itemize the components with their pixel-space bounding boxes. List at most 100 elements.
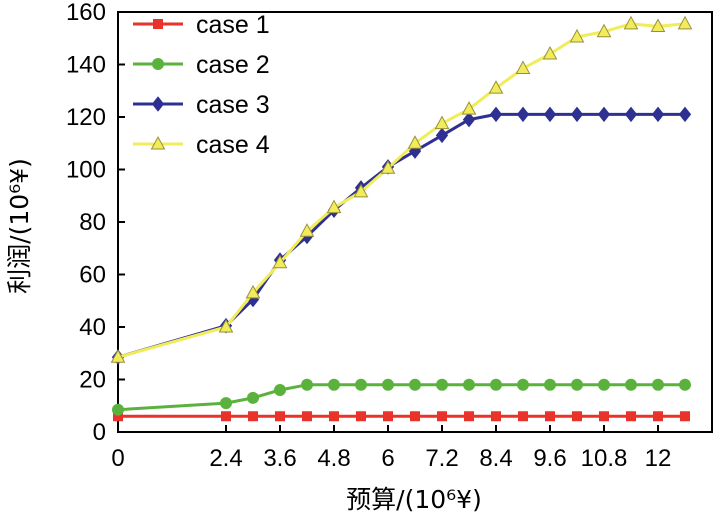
x-tick-label: 6 bbox=[381, 445, 394, 472]
x-tick-label: 8.4 bbox=[479, 445, 512, 472]
legend-item-case-3: case 3 bbox=[133, 91, 270, 119]
data-point-case-3 bbox=[516, 106, 530, 123]
legend-marker bbox=[151, 96, 165, 112]
x-tick-label: 0 bbox=[111, 445, 124, 472]
y-tick-label: 80 bbox=[79, 209, 106, 236]
y-tick-label: 40 bbox=[79, 314, 106, 341]
data-point-case-4 bbox=[677, 15, 693, 30]
data-point-case-4 bbox=[650, 18, 666, 32]
data-point-case-1 bbox=[599, 411, 609, 422]
data-point-case-4 bbox=[515, 60, 531, 74]
data-point-case-1 bbox=[680, 411, 690, 422]
data-point-case-3 bbox=[462, 111, 476, 128]
data-point-case-4 bbox=[596, 23, 612, 38]
data-point-case-2 bbox=[382, 378, 394, 391]
legend-marker bbox=[150, 135, 166, 150]
data-point-case-2 bbox=[679, 378, 691, 391]
x-tick-label: 9.6 bbox=[533, 445, 566, 472]
data-point-case-2 bbox=[517, 378, 529, 391]
data-point-case-2 bbox=[409, 378, 421, 391]
data-point-case-1 bbox=[572, 411, 582, 422]
x-tick-label: 3.6 bbox=[263, 445, 296, 472]
data-point-case-1 bbox=[464, 411, 474, 422]
y-tick-label: 20 bbox=[79, 367, 106, 394]
legend-label: case 1 bbox=[196, 11, 270, 39]
data-point-case-1 bbox=[518, 411, 528, 422]
y-tick-label: 160 bbox=[66, 0, 106, 26]
data-point-case-1 bbox=[248, 411, 258, 422]
data-point-case-4 bbox=[488, 80, 504, 94]
data-point-case-2 bbox=[436, 378, 448, 391]
data-point-case-4 bbox=[461, 101, 477, 115]
data-point-case-4 bbox=[110, 349, 126, 363]
x-tick-label: 2.4 bbox=[209, 445, 242, 472]
data-point-case-2 bbox=[490, 378, 502, 391]
data-point-case-1 bbox=[626, 411, 636, 422]
data-point-case-3 bbox=[435, 127, 449, 144]
legend-item-case-1: case 1 bbox=[133, 11, 270, 39]
data-point-case-1 bbox=[329, 411, 339, 422]
data-point-case-2 bbox=[463, 378, 475, 391]
data-point-case-2 bbox=[652, 378, 664, 391]
data-point-case-1 bbox=[383, 411, 393, 422]
data-point-case-4 bbox=[353, 183, 369, 198]
data-point-case-2 bbox=[328, 378, 340, 391]
data-point-case-1 bbox=[275, 411, 285, 422]
x-tick-label: 4.8 bbox=[317, 445, 350, 472]
data-point-case-4 bbox=[272, 254, 288, 269]
data-point-case-1 bbox=[356, 411, 366, 422]
data-point-case-1 bbox=[437, 411, 447, 422]
data-point-case-3 bbox=[489, 106, 503, 123]
data-point-case-2 bbox=[544, 378, 556, 391]
data-point-case-2 bbox=[112, 403, 124, 416]
legend-marker bbox=[153, 19, 163, 29]
x-tick-label: 10.8 bbox=[581, 445, 628, 472]
y-axis-title: 利润/(10⁶¥) bbox=[5, 158, 34, 294]
data-point-case-1 bbox=[302, 411, 312, 422]
legend-item-case-4: case 4 bbox=[133, 131, 270, 159]
data-point-case-2 bbox=[301, 378, 313, 391]
data-point-case-3 bbox=[543, 106, 557, 123]
data-point-case-3 bbox=[651, 106, 665, 123]
data-point-case-3 bbox=[678, 106, 692, 123]
data-point-case-4 bbox=[569, 28, 585, 43]
data-point-case-4 bbox=[542, 45, 558, 60]
data-point-case-1 bbox=[410, 411, 420, 422]
data-point-case-2 bbox=[247, 391, 259, 404]
data-point-case-4 bbox=[407, 135, 423, 149]
data-point-case-4 bbox=[434, 115, 450, 130]
y-tick-label: 140 bbox=[66, 52, 106, 79]
x-tick-label: 7.2 bbox=[425, 445, 458, 472]
data-point-case-2 bbox=[571, 378, 583, 391]
data-point-case-2 bbox=[598, 378, 610, 391]
y-tick-label: 100 bbox=[66, 157, 106, 184]
legend-marker bbox=[152, 58, 164, 70]
data-point-case-1 bbox=[653, 411, 663, 422]
data-point-case-4 bbox=[218, 318, 234, 333]
legend-label: case 2 bbox=[196, 51, 270, 79]
data-point-case-1 bbox=[545, 411, 555, 422]
data-point-case-2 bbox=[274, 384, 286, 396]
legend-label: case 3 bbox=[196, 91, 270, 119]
data-point-case-4 bbox=[299, 223, 315, 237]
data-point-case-3 bbox=[570, 106, 584, 123]
data-point-case-3 bbox=[597, 106, 611, 123]
data-point-case-4 bbox=[326, 199, 342, 214]
data-point-case-2 bbox=[625, 378, 637, 391]
legend-label: case 4 bbox=[196, 131, 270, 159]
y-tick-label: 60 bbox=[79, 262, 106, 289]
x-tick-label: 12 bbox=[645, 445, 672, 472]
y-tick-label: 120 bbox=[66, 104, 106, 131]
y-tick-label: 0 bbox=[93, 419, 106, 446]
data-point-case-4 bbox=[380, 160, 396, 174]
legend-item-case-2: case 2 bbox=[133, 51, 270, 79]
data-point-case-2 bbox=[220, 397, 232, 410]
data-point-case-4 bbox=[245, 284, 261, 299]
x-axis-title: 预算/(10⁶¥) bbox=[346, 485, 482, 514]
data-point-case-2 bbox=[355, 378, 367, 391]
data-point-case-3 bbox=[624, 106, 638, 123]
data-point-case-1 bbox=[221, 411, 231, 422]
data-point-case-4 bbox=[623, 15, 639, 30]
data-point-case-1 bbox=[491, 411, 501, 422]
